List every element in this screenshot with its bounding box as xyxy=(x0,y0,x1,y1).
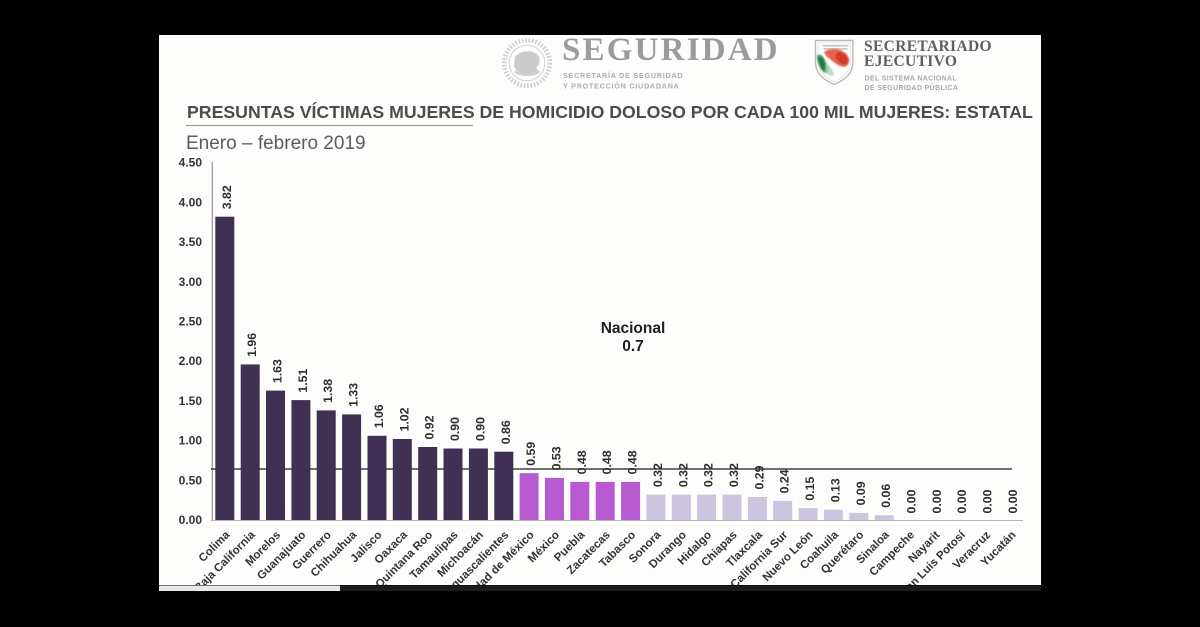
svg-text:1.63: 1.63 xyxy=(271,359,285,383)
svg-text:Enero – febrero 2019: Enero – febrero 2019 xyxy=(186,133,366,154)
svg-text:1.00: 1.00 xyxy=(179,434,203,448)
svg-text:3.50: 3.50 xyxy=(179,235,203,249)
svg-text:PRESUNTAS VÍCTIMAS MUJERES DE: PRESUNTAS VÍCTIMAS MUJERES DE HOMICIDIO … xyxy=(187,101,1033,122)
svg-text:0.00: 0.00 xyxy=(930,489,944,513)
svg-text:SEGURIDAD: SEGURIDAD xyxy=(562,32,780,68)
svg-text:0.24: 0.24 xyxy=(778,469,792,493)
svg-text:1.02: 1.02 xyxy=(397,407,411,431)
svg-text:0.92: 0.92 xyxy=(423,415,437,439)
svg-text:1.33: 1.33 xyxy=(347,383,361,407)
svg-text:0.00: 0.00 xyxy=(905,489,919,513)
svg-text:1.38: 1.38 xyxy=(321,379,335,403)
svg-text:0.32: 0.32 xyxy=(676,463,690,487)
svg-text:1.06: 1.06 xyxy=(372,404,386,428)
svg-text:2.00: 2.00 xyxy=(179,354,203,368)
svg-text:1.51: 1.51 xyxy=(296,369,310,393)
svg-text:0.09: 0.09 xyxy=(854,481,868,505)
svg-text:DE SEGURIDAD PÚBLICA: DE SEGURIDAD PÚBLICA xyxy=(865,83,959,92)
svg-text:0.13: 0.13 xyxy=(828,478,842,502)
svg-text:EJECUTIVO: EJECUTIVO xyxy=(864,53,957,70)
svg-text:0.32: 0.32 xyxy=(727,463,741,487)
svg-text:0.29: 0.29 xyxy=(752,465,766,489)
svg-text:0.48: 0.48 xyxy=(626,450,640,474)
svg-text:SECRETARÍA DE SEGURIDAD: SECRETARÍA DE SEGURIDAD xyxy=(563,71,683,80)
svg-text:0.59: 0.59 xyxy=(524,442,538,466)
svg-text:0.00: 0.00 xyxy=(981,489,995,513)
svg-text:1.50: 1.50 xyxy=(179,394,203,408)
svg-text:0.00: 0.00 xyxy=(1006,489,1020,513)
svg-text:4.50: 4.50 xyxy=(179,156,203,170)
svg-text:0.48: 0.48 xyxy=(600,450,614,474)
svg-text:0.15: 0.15 xyxy=(803,477,817,501)
svg-text:Nacional: Nacional xyxy=(601,320,666,337)
svg-text:0.32: 0.32 xyxy=(702,463,716,487)
svg-text:0.90: 0.90 xyxy=(473,417,487,441)
svg-text:0.90: 0.90 xyxy=(448,417,462,441)
svg-text:0.48: 0.48 xyxy=(575,450,589,474)
svg-text:4.00: 4.00 xyxy=(179,195,203,209)
svg-text:0.00: 0.00 xyxy=(179,513,203,527)
svg-text:0.32: 0.32 xyxy=(651,463,665,487)
svg-text:2.50: 2.50 xyxy=(179,315,203,329)
svg-text:1.96: 1.96 xyxy=(245,333,259,357)
svg-text:0.86: 0.86 xyxy=(499,420,513,444)
svg-text:SECRETARIADO: SECRETARIADO xyxy=(864,38,992,55)
svg-text:0.00: 0.00 xyxy=(955,489,969,513)
svg-text:0.53: 0.53 xyxy=(550,446,564,470)
svg-text:0.06: 0.06 xyxy=(879,484,893,508)
svg-text:0.7: 0.7 xyxy=(622,338,644,355)
svg-text:3.82: 3.82 xyxy=(220,185,234,209)
svg-text:Y PROTECCIÓN CIUDADANA: Y PROTECCIÓN CIUDADANA xyxy=(563,82,680,91)
svg-text:DEL SISTEMA NACIONAL: DEL SISTEMA NACIONAL xyxy=(865,76,958,83)
svg-text:3.00: 3.00 xyxy=(179,275,203,289)
svg-text:0.50: 0.50 xyxy=(179,473,203,487)
